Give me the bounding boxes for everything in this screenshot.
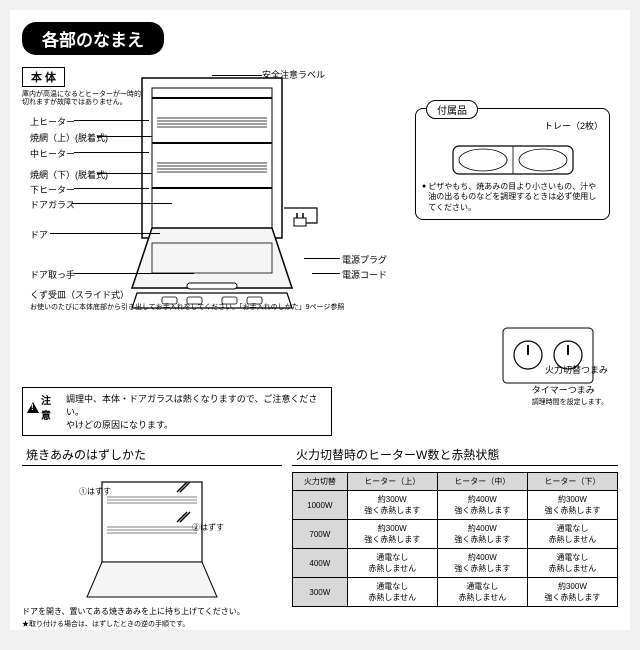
accessory-note: ピザやもち、焼あみの目より小さいもの、汁や油の出るものなどを調理するときは必ず使…	[422, 182, 603, 213]
label-grill-lower: 焼網（下）(脱着式)	[30, 168, 108, 181]
table-title: 火力切替時のヒーターW数と赤熱状態	[292, 444, 618, 466]
accessory-label: 付属品	[426, 100, 478, 119]
label-grill-upper: 焼網（上）(脱着式)	[30, 131, 108, 144]
removal-illustration: ①はずす ②はずす	[77, 472, 227, 602]
label-crumb: くず受皿（スライド式） お使いのたびに本体底部から引き出してお手入れをしてくださ…	[30, 288, 140, 312]
page-title: 各部のなまえ	[22, 22, 164, 55]
wattage-table-section: 火力切替時のヒーターW数と赤熱状態 火力切替ヒーター（上）ヒーター（中）ヒーター…	[292, 444, 618, 629]
body-section-label: 本 体	[22, 67, 65, 87]
label-mid-heater: 中ヒーター	[30, 147, 75, 160]
removal-note: ドアを開き、置いてある焼きあみを上に持ち上げてください。	[22, 606, 282, 617]
removal-title: 焼きあみのはずしかた	[22, 444, 282, 466]
label-upper-heater: 上ヒーター	[30, 115, 75, 128]
removal-section: 焼きあみのはずしかた ①はずす ②はずす ドアを開き、置いてある焼きあみを上に持…	[22, 444, 282, 629]
label-lower-heater: 下ヒーター	[30, 183, 75, 196]
label-safety: 安全注意ラベル	[262, 68, 325, 81]
oven-illustration	[122, 68, 322, 318]
label-plug: 電源プラグ	[342, 253, 387, 266]
accessory-box: 付属品 トレー（2枚） ピザやもち、焼あみの目より小さいもの、汁や油の出るものな…	[415, 108, 610, 220]
wattage-table: 火力切替ヒーター（上）ヒーター（中）ヒーター（下） 1000W約300W 強く赤…	[292, 472, 618, 607]
label-timer-knob: タイマーつまみ調理時間を設定します。	[532, 383, 608, 407]
label-door-glass: ドアガラス	[30, 198, 75, 211]
label-power-knob: 火力切替つまみ	[545, 363, 608, 376]
main-diagram-area: 本 体 庫内が高温になるとヒーターが一時的に切れますが故障ではありません。 安全…	[22, 63, 618, 383]
label-handle: ドア取っ手	[30, 268, 75, 281]
removal-star-note: ★取り付ける場合は、はずしたときの逆の手順です。	[22, 619, 282, 629]
svg-text:②はずす: ②はずす	[192, 522, 224, 532]
caution-box: 注意 調理中、本体・ドアガラスは熱くなりますので、ご注意ください。 やけどの原因…	[22, 387, 332, 436]
svg-text:①はずす: ①はずす	[79, 486, 111, 496]
label-cord: 電源コード	[342, 268, 387, 281]
label-door: ドア	[30, 228, 48, 241]
tray-icon	[448, 138, 578, 178]
